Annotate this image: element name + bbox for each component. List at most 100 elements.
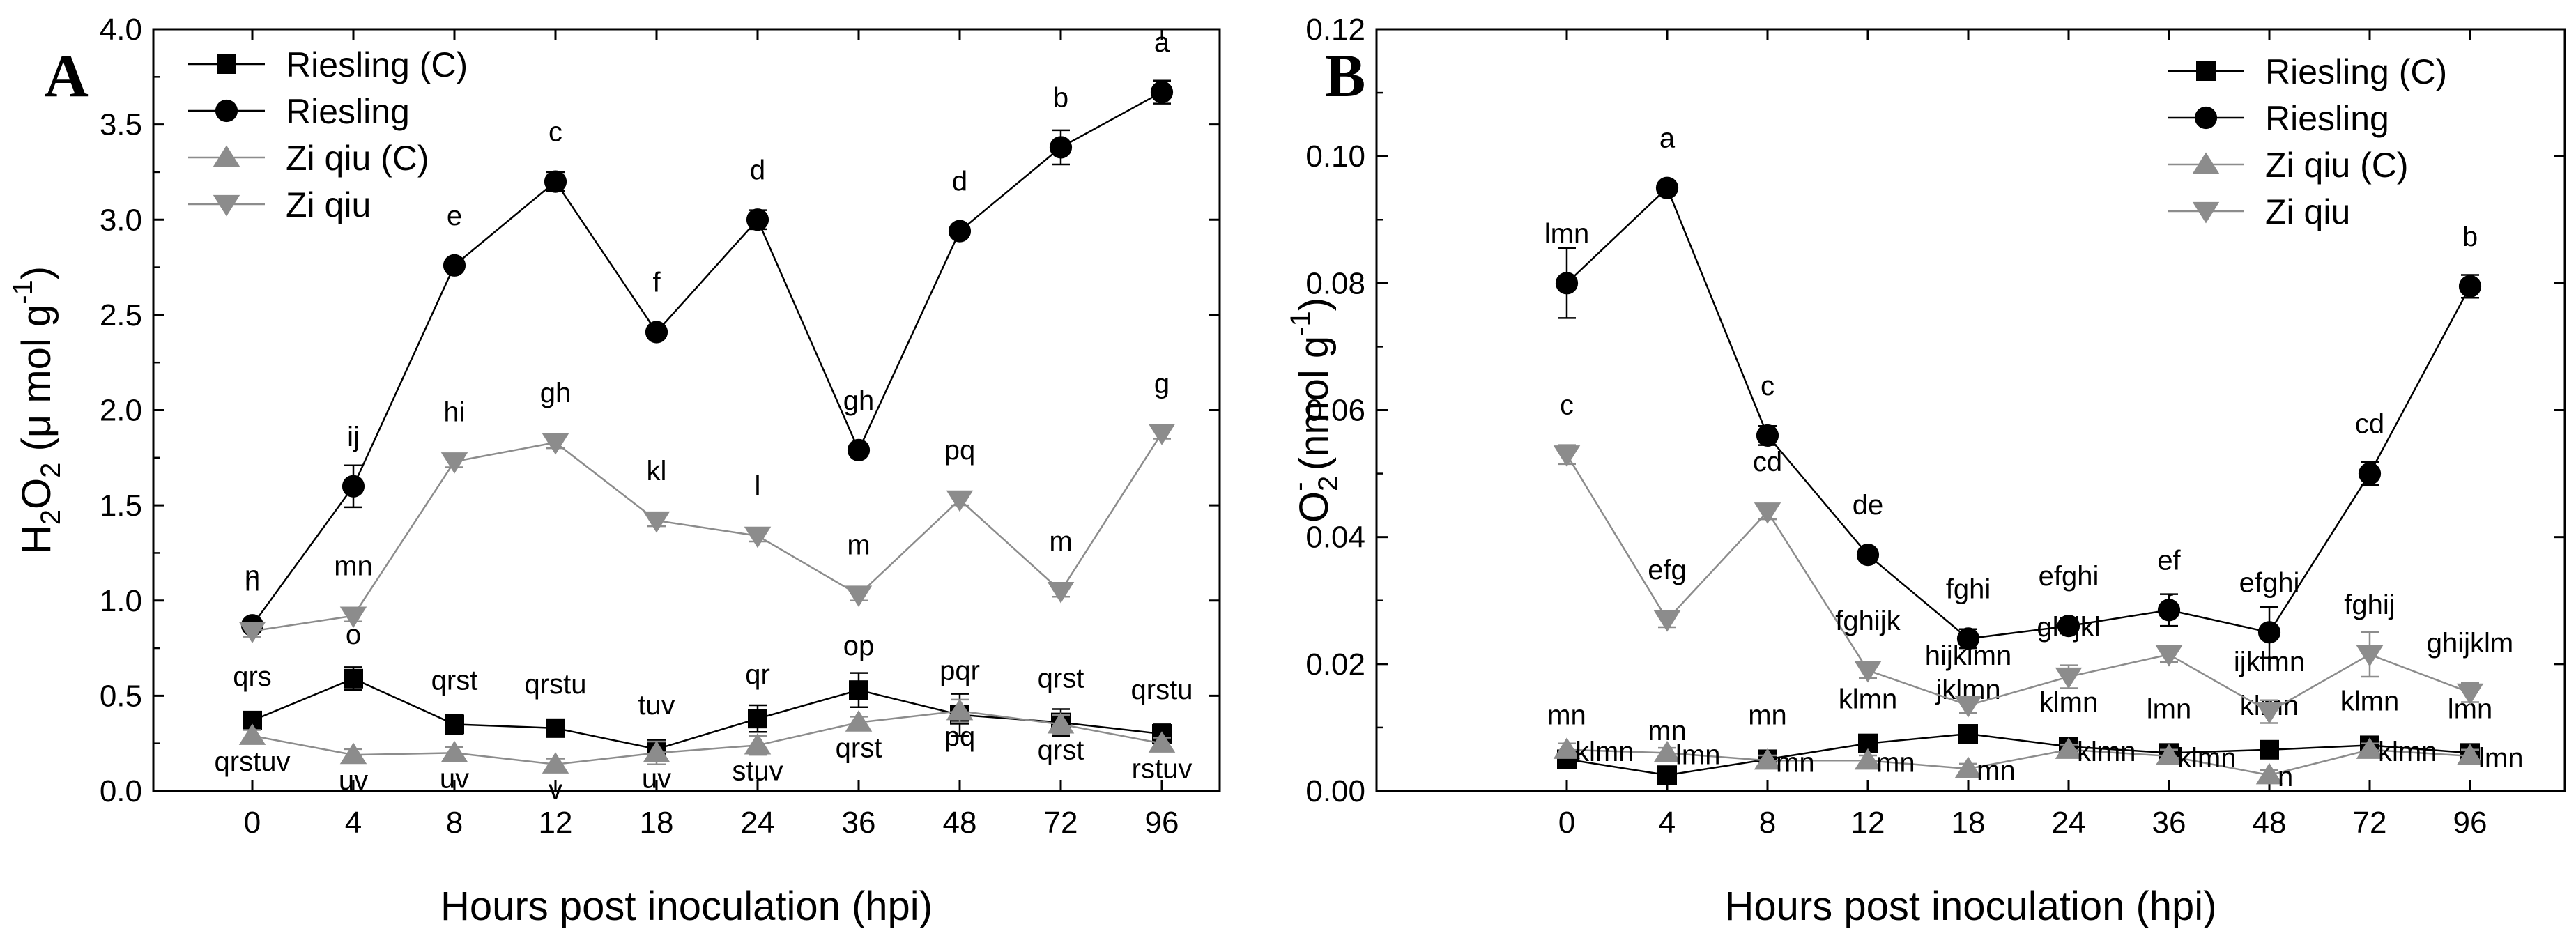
x-tick-label: 8	[446, 806, 463, 840]
series-line	[252, 677, 1163, 751]
significance-label: efghi	[2239, 567, 2300, 598]
series-line	[1566, 186, 2471, 640]
data-point	[440, 452, 468, 474]
data-point	[746, 208, 769, 231]
data-point	[1148, 731, 1176, 753]
data-point	[546, 718, 565, 738]
significance-label: uv	[339, 765, 368, 796]
x-tick-label: 48	[2253, 806, 2287, 840]
x-tick-label: 12	[1851, 806, 1885, 840]
significance-label: mn	[334, 551, 373, 582]
series-riesling: lmn a c de fghi efghi ef efghi cd b	[1544, 123, 2482, 659]
panel-letter: A	[44, 43, 89, 110]
significance-label: klmn	[1839, 684, 1897, 715]
significance-label: klmn	[2077, 737, 2136, 767]
data-point	[238, 723, 266, 745]
data-point	[2057, 615, 2080, 638]
data-point	[1553, 737, 1581, 759]
significance-label: hijklmn	[1925, 640, 2011, 671]
x-axis-title: Hours post inoculation (hpi)	[1724, 884, 2216, 929]
significance-label: n	[245, 560, 260, 591]
significance-label: ghijkl	[2037, 612, 2100, 643]
significance-label: ghijklm	[2427, 628, 2513, 659]
x-tick-label: 24	[2052, 806, 2086, 840]
data-point	[845, 710, 873, 732]
significance-label: qrst	[1038, 663, 1084, 694]
data-point	[1754, 748, 1781, 770]
significance-label: rstuv	[1132, 754, 1193, 785]
significance-label: n	[245, 566, 260, 597]
y-tick-label: 0.04	[1305, 521, 1365, 555]
significance-label: v	[549, 775, 562, 806]
data-point	[845, 585, 873, 608]
significance-label: gh	[843, 385, 875, 416]
data-point	[342, 475, 365, 498]
data-point	[339, 606, 367, 629]
data-point	[2458, 275, 2482, 298]
legend: Riesling (C) Riesling Zi qiu (C) Zi qiu	[188, 45, 468, 224]
data-point	[2456, 683, 2484, 705]
significance-label: qrst	[1038, 735, 1084, 765]
y-tick-label: 0.0	[100, 774, 142, 808]
significance-label: klmn	[2378, 737, 2437, 767]
data-point	[1555, 272, 1579, 295]
significance-label: efg	[1648, 555, 1687, 585]
data-point	[2155, 744, 2183, 766]
x-tick-label: 8	[1759, 806, 1776, 840]
significance-label: qrs	[233, 661, 272, 692]
data-point	[2356, 737, 2384, 759]
y-tick-label: 0.10	[1305, 139, 1365, 174]
significance-label: b	[2462, 222, 2478, 252]
y-tick-label: 1.0	[100, 584, 142, 618]
significance-label: c	[1560, 390, 1574, 420]
legend-marker	[215, 99, 238, 123]
x-tick-label: 96	[2453, 806, 2487, 840]
x-tick-label: 0	[244, 806, 261, 840]
legend-marker	[217, 54, 236, 74]
legend-label: Zi qiu (C)	[2265, 146, 2409, 185]
legend-marker	[2192, 152, 2220, 174]
data-point	[1956, 627, 1980, 650]
legend-label: Riesling	[2265, 99, 2389, 138]
data-point	[645, 321, 668, 344]
significance-label: l	[755, 471, 761, 502]
series-line	[251, 91, 1163, 627]
significance-label: mn	[1547, 700, 1586, 730]
series-line	[1566, 748, 2471, 776]
data-point	[847, 438, 871, 461]
x-tick-label: 36	[2152, 806, 2186, 840]
significance-label: pq	[944, 435, 976, 466]
significance-label: klmn	[2177, 743, 2236, 774]
x-tick-label: 48	[943, 806, 977, 840]
data-point	[1653, 610, 1681, 632]
y-tick-label: 0.02	[1305, 647, 1365, 682]
legend-label: Riesling (C)	[2265, 52, 2447, 91]
data-point	[1657, 765, 1677, 785]
data-point	[2157, 599, 2181, 622]
legend-marker	[213, 194, 240, 217]
data-point	[2255, 762, 2283, 785]
significance-label: cd	[1753, 447, 1782, 477]
significance-label: gh	[540, 378, 572, 408]
legend-marker	[2196, 61, 2216, 81]
significance-label: m	[1049, 526, 1072, 557]
legend-marker	[213, 145, 240, 167]
significance-label: fghijk	[1835, 606, 1901, 636]
data-point	[1756, 424, 1779, 447]
significance-label: fghij	[2344, 590, 2395, 620]
data-point	[1856, 544, 1880, 567]
significance-label: mn	[1876, 747, 1915, 778]
x-tick-label: 72	[1044, 806, 1078, 840]
panel-a-chart: 0.00.51.01.52.02.53.03.54.00 4 8 12 18 24 36 48…	[8, 13, 1221, 929]
legend-label: Zi qiu	[2265, 192, 2350, 231]
data-point	[1049, 136, 1073, 159]
significance-label: a	[1154, 27, 1170, 58]
data-point	[542, 433, 569, 455]
data-point	[1754, 502, 1781, 524]
legend-label: Riesling (C)	[286, 45, 468, 84]
data-point	[744, 526, 772, 548]
significance-label: pqr	[940, 656, 980, 686]
y-tick-label: 2.5	[100, 298, 142, 332]
significance-label: pq	[944, 721, 976, 752]
